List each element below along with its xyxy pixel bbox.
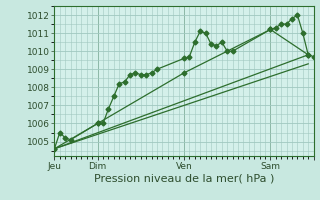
X-axis label: Pression niveau de la mer( hPa ): Pression niveau de la mer( hPa ) bbox=[94, 173, 274, 183]
